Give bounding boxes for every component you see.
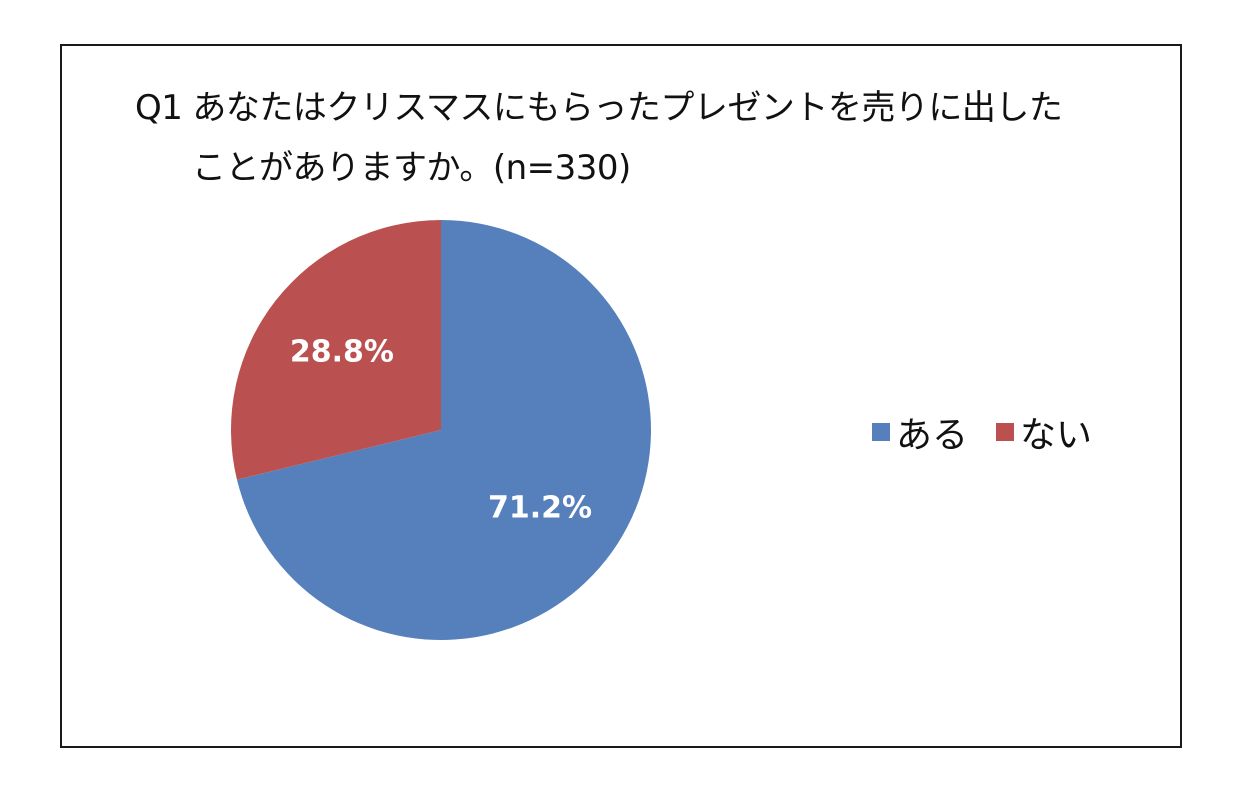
chart-title-line2: ことがありますか。(n=330) (192, 148, 631, 188)
data-label-nai: 28.8% (290, 335, 394, 370)
data-label-aru: 71.2% (488, 490, 592, 525)
pie-slice-nai (230, 220, 441, 480)
chart-title: Q1 あなたはクリスマスにもらったプレゼントを売りに出した ことがありますか。(n… (135, 78, 1063, 198)
legend-item-nai: ない (996, 406, 1092, 458)
question-text: あなたはクリスマスにもらったプレゼントを売りに出した (192, 88, 1063, 128)
pie-slice-aru (236, 220, 651, 641)
pie-slices (230, 220, 651, 641)
legend-swatch-nai (996, 423, 1015, 441)
question-id: Q1 (135, 88, 183, 128)
chart-legend: ある ない (872, 406, 1092, 458)
chart-title-line1: Q1 あなたはクリスマスにもらったプレゼントを売りに出した (135, 78, 1063, 138)
pie-labels: 71.2% 28.8% (290, 335, 592, 526)
legend-label-aru: ある (896, 415, 969, 456)
legend-swatch-aru (872, 423, 890, 441)
legend-label-nai: ない (1020, 415, 1093, 456)
legend-item-aru: ある (872, 406, 968, 458)
